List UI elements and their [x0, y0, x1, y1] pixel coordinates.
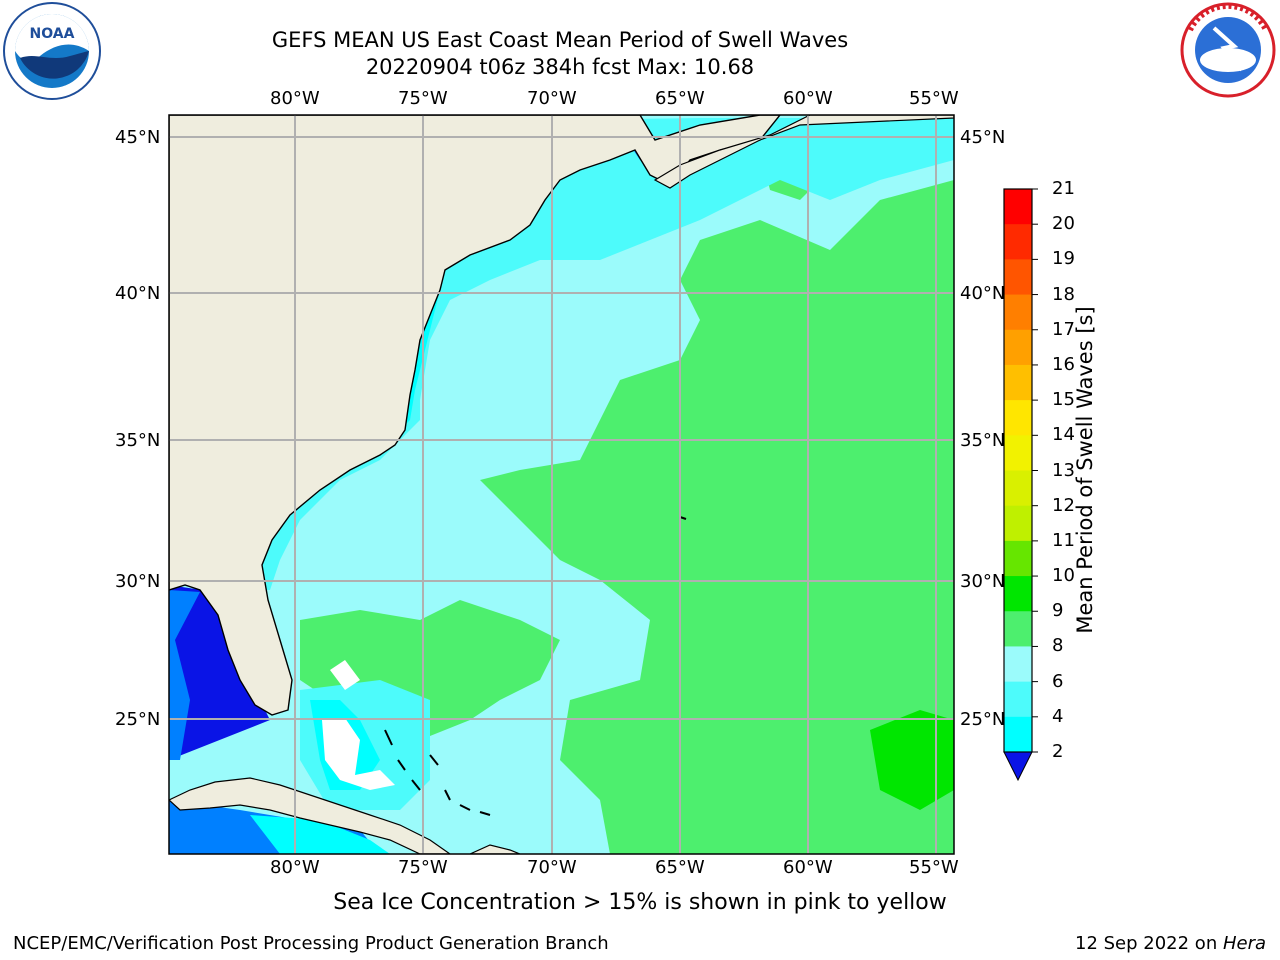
date-stamp: 12 Sep 2022 on Hera — [1075, 933, 1266, 954]
lon-label-bottom: 55°W — [909, 857, 959, 878]
lat-label-right: 35°N — [960, 430, 1006, 451]
colorbar-tick-label: 21 — [1052, 178, 1075, 199]
sea-ice-caption: Sea Ice Concentration > 15% is shown in … — [333, 890, 947, 915]
chart-subtitle: 20220904 t06z 384h fcst Max: 10.68 — [365, 55, 755, 79]
florida-bay-mask — [330, 660, 360, 690]
colorbar-tick-label: 2 — [1052, 741, 1064, 762]
lat-label-left: 30°N — [115, 571, 161, 592]
colorbar-swatch — [1004, 540, 1032, 577]
lon-label-bottom: 65°W — [655, 857, 705, 878]
map-frame — [168, 114, 955, 855]
nova-scotia-land — [653, 115, 954, 189]
colorbar-swatch — [1004, 716, 1032, 753]
colorbar-tick-label: 10 — [1052, 565, 1075, 587]
colorbar-tick-label: 17 — [1052, 318, 1075, 340]
lat-label-right: 30°N — [960, 571, 1006, 592]
colorbar-tick-label: 13 — [1052, 459, 1075, 481]
colorbar-tick-label: 8 — [1052, 635, 1064, 657]
lat-label-left: 25°N — [115, 709, 161, 730]
colorbar-swatch — [1004, 576, 1032, 612]
bahamas-islands — [384, 729, 491, 816]
lon-label-bottom: 70°W — [527, 857, 577, 878]
colorbar-tick-label: 6 — [1052, 670, 1064, 692]
lon-label-top: 70°W — [527, 88, 577, 109]
lon-label-top: 60°W — [783, 88, 833, 109]
lat-label-right: 45°N — [960, 127, 1006, 148]
colorbar-swatch — [1004, 259, 1032, 296]
colorbar-tick-label: 16 — [1052, 353, 1075, 375]
colorbar-tick-label: 20 — [1052, 213, 1075, 235]
colorbar-tick-label: 14 — [1052, 424, 1075, 446]
nws-logo — [1180, 2, 1276, 98]
colorbar-frame — [1003, 188, 1033, 753]
colorbar-swatch — [1004, 189, 1032, 225]
colorbar-swatch — [1004, 646, 1032, 683]
lat-label-left: 40°N — [115, 283, 161, 304]
hispaniola-land — [469, 844, 521, 854]
colorbar-swatch — [1004, 224, 1032, 260]
colorbar-tick-label: 4 — [1052, 705, 1064, 727]
bahamas-bank-mask — [322, 718, 395, 790]
lat-label-right: 40°N — [960, 283, 1006, 304]
lat-label-left: 45°N — [115, 127, 161, 148]
lon-label-top: 75°W — [398, 88, 448, 109]
colorbar-swatch — [1004, 470, 1032, 507]
lon-label-bottom: 80°W — [270, 857, 320, 878]
colorbar-tick-label: 12 — [1052, 494, 1075, 516]
colorbar-swatch — [1004, 611, 1032, 647]
colorbar-swatch — [1004, 329, 1032, 366]
colorbar-label: Mean Period of Swell Waves [s] — [1073, 306, 1097, 634]
graticule — [169, 115, 954, 854]
colorbar — [1003, 188, 1038, 782]
credit-text: NCEP/EMC/Verification Post Processing Pr… — [13, 933, 609, 954]
colorbar-swatch — [1004, 364, 1032, 401]
colorbar-extend-arrow — [1003, 751, 1033, 782]
lon-label-top: 65°W — [655, 88, 705, 109]
gulf-region-2-4s — [169, 585, 270, 760]
chart-title: GEFS MEAN US East Coast Mean Period of S… — [271, 28, 849, 52]
lon-label-top: 55°W — [909, 88, 959, 109]
colorbar-tick-label: 9 — [1052, 600, 1064, 622]
lon-label-top: 80°W — [270, 88, 320, 109]
colorbar-swatch — [1004, 505, 1032, 542]
stamp-host: Hera — [1222, 933, 1266, 954]
colorbar-swatch — [1004, 400, 1032, 436]
swell-region-10-11s — [870, 710, 954, 810]
cuba-land — [169, 777, 452, 854]
lat-label-right: 25°N — [960, 709, 1006, 730]
colorbar-tick-label: 11 — [1052, 529, 1075, 551]
gulf-region-4s — [169, 590, 200, 760]
noaa-logo: NOAA — [3, 2, 101, 100]
lon-label-bottom: 75°W — [398, 857, 448, 878]
caribbean-region-4-6s — [250, 815, 390, 854]
lat-label-left: 35°N — [115, 430, 161, 451]
colorbar-tick-label: 19 — [1052, 248, 1075, 270]
colorbar-tick-label: 15 — [1052, 389, 1075, 411]
stamp-date: 12 Sep 2022 on — [1075, 933, 1223, 954]
colorbar-swatch — [1004, 294, 1032, 331]
lon-label-bottom: 60°W — [783, 857, 833, 878]
svg-text:NOAA: NOAA — [30, 26, 75, 42]
colorbar-swatch — [1004, 435, 1032, 471]
colorbar-swatch — [1004, 681, 1032, 718]
swell-region-9-10s-east — [480, 180, 954, 854]
colorbar-tick-label: 18 — [1052, 283, 1075, 305]
